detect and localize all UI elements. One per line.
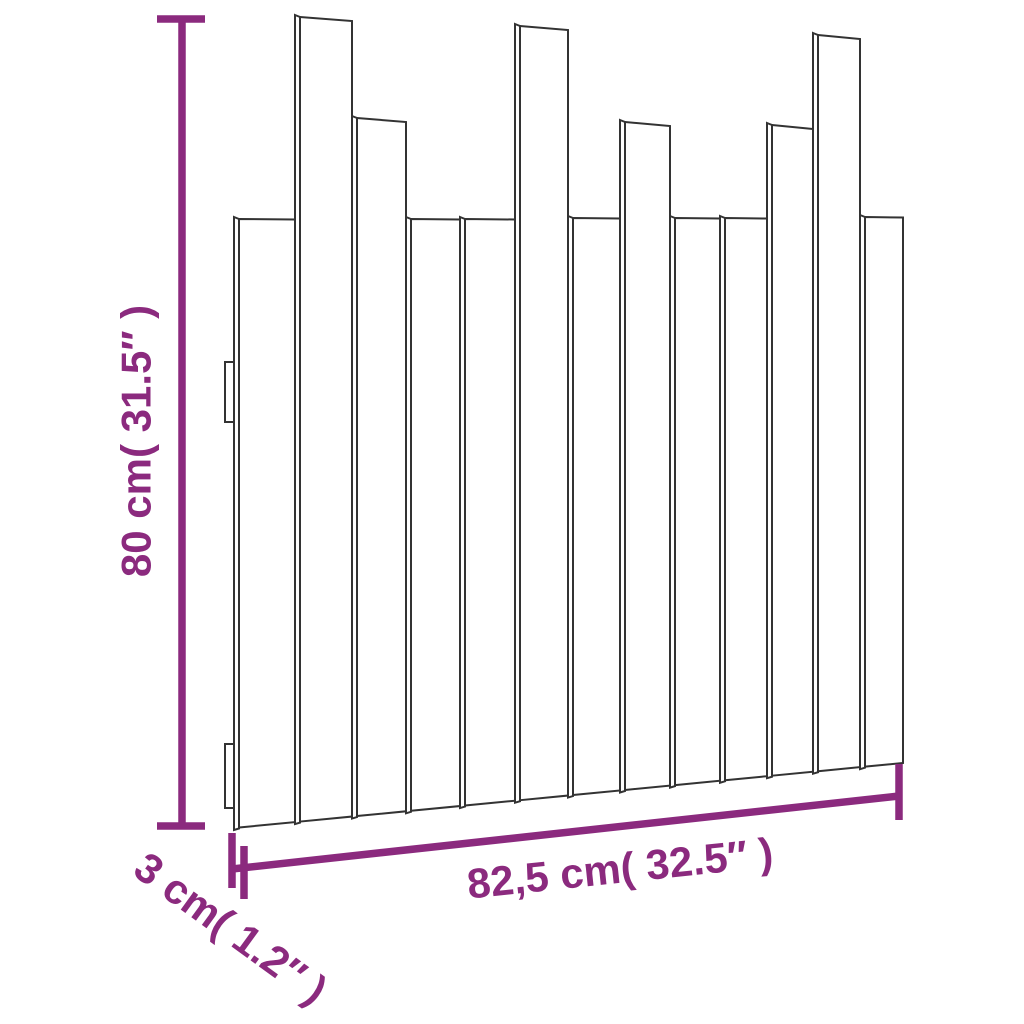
slat-1-short xyxy=(233,215,296,832)
slat-front-face xyxy=(238,217,296,829)
slat-7-short xyxy=(567,214,621,799)
slat-front-face xyxy=(624,120,671,792)
slat-11-medium xyxy=(766,121,814,780)
wall-bracket-bottom xyxy=(224,743,235,809)
wall-bracket-top xyxy=(224,361,235,423)
height-dimension: 80 cm( 31.5″ ) xyxy=(113,15,205,830)
slat-front-face xyxy=(299,15,353,823)
slat-9-short xyxy=(669,214,721,789)
slat-13-short xyxy=(859,213,904,771)
slat-6-extra-tall xyxy=(514,22,569,805)
width-dimension-line xyxy=(231,792,900,873)
headboard-slats xyxy=(233,13,904,832)
slat-front-face xyxy=(771,123,814,777)
slat-5-short xyxy=(459,215,516,810)
slat-front-face xyxy=(519,24,569,802)
slat-4-short xyxy=(405,215,461,815)
slat-front-face xyxy=(464,217,516,807)
slat-front-face xyxy=(572,216,621,797)
slat-8-medium xyxy=(619,118,671,794)
slat-front-face xyxy=(356,116,407,818)
slat-12-extra-tall xyxy=(812,31,861,776)
wall-brackets xyxy=(224,361,235,809)
slat-3-medium xyxy=(351,114,407,820)
slat-front-face xyxy=(410,217,461,812)
slat-front-face xyxy=(674,216,721,787)
slat-front-face xyxy=(724,216,768,782)
slat-10-short xyxy=(719,214,768,785)
slat-2-extra-tall xyxy=(294,13,353,826)
slat-front-face xyxy=(817,33,861,773)
height-dimension-label: 80 cm( 31.5″ ) xyxy=(113,305,160,577)
slat-front-face xyxy=(864,215,904,768)
